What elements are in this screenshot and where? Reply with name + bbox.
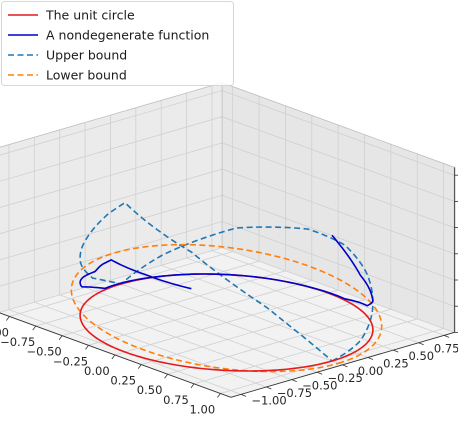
x-tick-label: 0.75 [163, 393, 189, 407]
x-tick-label: 1.00 [190, 402, 216, 416]
pane-top-edge [0, 82, 455, 333]
tick-labels: −1.00−1.00−0.75−0.75−0.50−0.50−0.25−0.25… [0, 325, 458, 416]
y-tick-mark [418, 342, 424, 346]
y-tick-mark [240, 393, 247, 397]
legend-label: A nondegenerate function [46, 28, 209, 43]
x-tick-mark [6, 316, 10, 321]
x-tick-mark [85, 345, 89, 350]
y-tick-mark [367, 357, 374, 360]
y-tick-label: −0.75 [277, 386, 312, 400]
y-tick-label: 0.25 [383, 356, 409, 370]
x-tick-label: −0.75 [0, 335, 35, 349]
x-tick-mark [164, 373, 168, 379]
x-tick-mark [190, 383, 195, 389]
x-tick-label: 0.25 [110, 374, 136, 388]
x-tick-label: −1.00 [0, 325, 9, 339]
left-wall-pane [0, 82, 223, 313]
x-tick-mark [137, 364, 142, 369]
x-tick-label: 0.00 [84, 364, 110, 378]
y-tick-mark [317, 371, 323, 375]
legend-box [1, 1, 234, 86]
legend: The unit circle A nondegenerate function U… [1, 1, 234, 86]
legend-label: Lower bound [46, 68, 127, 83]
legend-label: The unit circle [45, 8, 135, 23]
y-tick-label: 0.00 [358, 364, 384, 378]
y-tick-mark [291, 379, 297, 382]
y-axis-line [230, 331, 455, 398]
series-lower-bound [70, 243, 383, 373]
y-tick-label: 0.50 [408, 349, 434, 363]
x-tick-mark [32, 325, 37, 331]
series-nondegenerate-function [79, 234, 374, 307]
series-lines [70, 201, 383, 373]
y-tick-label: −0.25 [328, 371, 363, 385]
x-tick-label: −0.50 [26, 345, 61, 359]
grid-lines [0, 82, 455, 395]
y-tick-mark [393, 349, 399, 353]
x-tick-mark [111, 354, 116, 360]
x-tick-mark [58, 335, 63, 340]
x-tick-label: −0.25 [53, 354, 88, 368]
y-tick-mark [266, 386, 272, 390]
axis-lines [0, 167, 458, 398]
x-tick-mark [217, 393, 221, 398]
y-tick-label: 0.75 [434, 342, 458, 356]
series-unit-circle [79, 273, 374, 372]
y-tick-label: −0.50 [302, 379, 337, 393]
legend-label: Upper bound [46, 48, 127, 63]
y-tick-mark [342, 364, 348, 368]
y-tick-label: −1.00 [251, 393, 286, 407]
x-tick-label: 0.50 [137, 383, 163, 397]
y-tick-mark [443, 334, 450, 338]
